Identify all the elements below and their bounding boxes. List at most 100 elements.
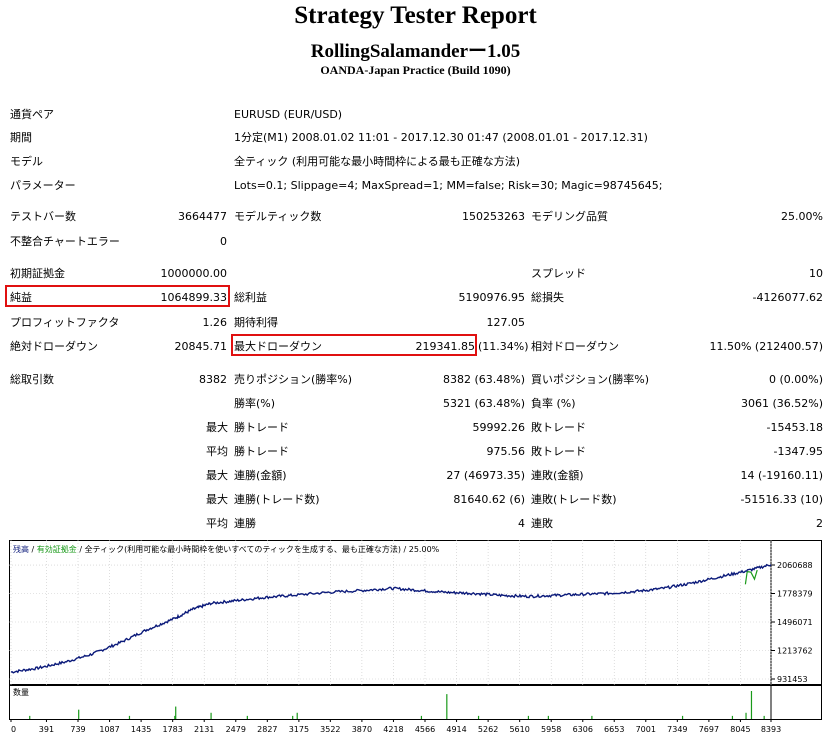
short-positions-value: 8382 (63.48%) <box>442 373 525 386</box>
win-rate-value: 5321 (63.48%) <box>442 397 525 410</box>
max-win-label: 勝トレード <box>234 421 289 434</box>
avg-win-label: 勝トレード <box>234 445 289 458</box>
volume-bar <box>681 715 684 719</box>
spread-value: 10 <box>809 267 823 280</box>
avg-win-value: 975.56 <box>486 445 526 458</box>
relative-drawdown-value: 11.50% (212400.57) <box>709 340 823 353</box>
x-tick-label: 2131 <box>194 725 214 734</box>
profit-factor-value: 1.26 <box>202 316 228 329</box>
net-profit-highlight <box>5 285 230 307</box>
legend-balance: 残高 <box>13 544 29 554</box>
ticks-value: 150253263 <box>462 210 525 223</box>
volume-chart-frame <box>9 685 822 720</box>
y-tick-label: 1496071 <box>777 618 813 627</box>
period-label: 期間 <box>10 131 32 144</box>
volume-bars <box>29 691 765 719</box>
quality-value: 25.00% <box>781 210 823 223</box>
x-tick-label: 391 <box>39 725 54 734</box>
long-positions-value: 0 (0.00%) <box>768 373 823 386</box>
legend-quality: 25.00% <box>409 545 440 554</box>
total-trades-label: 総取引数 <box>10 373 54 386</box>
y-tick-label: 931453 <box>777 675 808 684</box>
chart-legend: 残高 / 有効証拠金 / 全ティック(利用可能な最小時間枠を使いすべてのティック… <box>13 544 440 554</box>
ea-name: RollingSalamanderー1.05 <box>310 41 521 62</box>
max-drawdown-value: 219341.85 <box>415 340 476 353</box>
volume-bar <box>527 715 530 719</box>
volume-chart: 数量 0 391 739 1087 1435 1783 2131 2479 2827 3175 35… <box>9 685 822 734</box>
spread-label: スプレッド <box>531 267 586 280</box>
balance-chart-frame <box>9 540 822 685</box>
x-tick-label: 6653 <box>604 725 624 734</box>
x-tick-label: 1087 <box>99 725 119 734</box>
y-tick-labels: 2060688 1778379 1496071 1213762 931453 <box>771 561 813 684</box>
volume-bar <box>420 715 423 719</box>
params-label: パラメーター <box>10 179 76 192</box>
expected-payoff-value: 127.05 <box>486 316 526 329</box>
avg-prefix-2: 平均 <box>206 517 228 530</box>
total-trades-value: 8382 <box>199 373 227 386</box>
volume-bar <box>29 715 31 719</box>
x-tick-label: 739 <box>70 725 85 734</box>
relative-drawdown-label: 相対ドローダウン <box>531 340 619 353</box>
volume-bar <box>174 715 176 719</box>
x-tick-label: 0 <box>11 725 16 734</box>
long-positions-label: 買いポジション(勝率%) <box>531 373 650 386</box>
volume-label: 数量 <box>13 687 29 697</box>
deposit-value: 1000000.00 <box>160 267 227 280</box>
x-tick-label: 4914 <box>446 725 466 734</box>
max-drawdown-highlight <box>231 334 477 356</box>
max-prefix-2: 最大 <box>206 469 228 482</box>
avg-loss-value: -1347.95 <box>773 445 823 458</box>
max-drawdown-pct: (11.34%) <box>478 340 529 353</box>
volume-bar <box>210 712 212 719</box>
balance-series-line <box>10 563 772 674</box>
y-tick-label: 1778379 <box>777 590 813 599</box>
x-tick-label: 3522 <box>320 725 340 734</box>
short-positions-label: 売りポジション(勝率%) <box>234 373 353 386</box>
volume-bar <box>591 715 593 719</box>
x-tick-label: 8393 <box>761 725 781 734</box>
balance-chart: 残高 / 有効証拠金 / 全ティック(利用可能な最小時間枠を使いすべてのティック… <box>9 540 822 685</box>
volume-bar <box>446 694 448 719</box>
avg-consec-loss-value: 2 <box>816 517 823 530</box>
legend-model: 全ティック(利用可能な最小時間枠を使いすべてのティックを生成する、最も正確な方法… <box>85 544 401 554</box>
model-label: モデル <box>10 155 43 168</box>
bars-value: 3664477 <box>178 210 227 223</box>
avg-consec-loss-label: 連敗 <box>531 517 553 530</box>
consec-loss-label: 連敗(金額) <box>531 469 584 482</box>
deposit-label: 初期証拠金 <box>10 267 65 280</box>
balance-chart-grid <box>9 540 772 685</box>
loss-rate-value: 3061 (36.52%) <box>740 397 823 410</box>
max-loss-label: 敗トレード <box>531 421 586 434</box>
volume-bar <box>128 715 131 719</box>
consec-drop-label: 連敗(トレード数) <box>531 493 617 506</box>
max-win-value: 59992.26 <box>472 421 526 434</box>
avg-prefix: 平均 <box>206 445 228 458</box>
params-value: Lots=0.1; Slippage=4; MaxSpread=1; MM=fa… <box>234 179 663 192</box>
x-tick-label: 5958 <box>541 725 561 734</box>
volume-bar <box>763 715 765 719</box>
volume-bar <box>547 715 549 719</box>
x-tick-label: 1783 <box>162 725 182 734</box>
max-prefix: 最大 <box>206 421 228 434</box>
max-prefix-3: 最大 <box>206 493 228 506</box>
x-tick-label: 7349 <box>667 725 687 734</box>
report-title: Strategy Tester Report <box>294 2 537 29</box>
volume-bar <box>745 712 747 719</box>
legend-sep-1: / <box>29 545 37 554</box>
volume-bar <box>292 715 294 719</box>
mismatch-label: 不整合チャートエラー <box>10 235 120 248</box>
x-tick-label: 3175 <box>289 725 309 734</box>
loss-rate-label: 負率 (%) <box>531 397 576 410</box>
consec-profit-label: 連勝(トレード数) <box>234 493 320 506</box>
mismatch-value: 0 <box>220 235 227 248</box>
max-loss-value: -15453.18 <box>766 421 823 434</box>
volume-bar <box>731 715 734 719</box>
legend-sep-2: / <box>77 545 85 554</box>
consec-drop-value: -51516.33 (10) <box>740 493 823 506</box>
period-value: 1分定(M1) 2008.01.02 11:01 - 2017.12.30 01… <box>234 131 648 144</box>
x-tick-label: 7697 <box>699 725 719 734</box>
avg-consec-win-value: 4 <box>518 517 525 530</box>
max-drawdown-label: 最大ドローダウン <box>234 340 322 353</box>
consec-profit-value: 81640.62 (6) <box>453 493 525 506</box>
